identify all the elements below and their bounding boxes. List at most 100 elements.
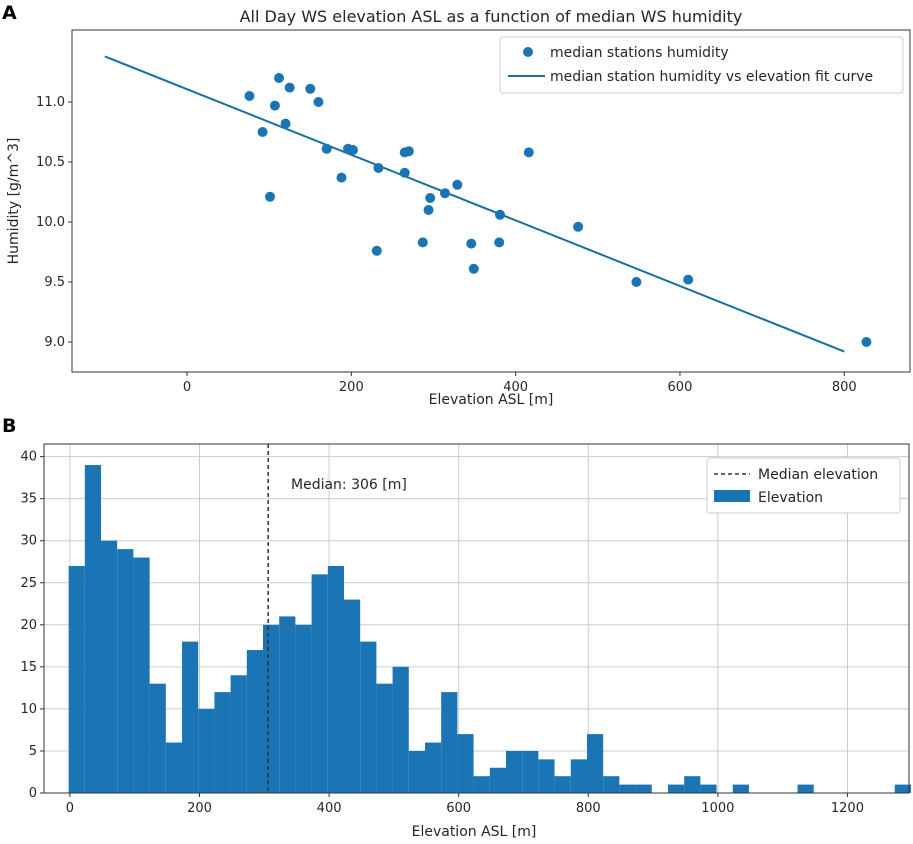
legend-box	[499, 36, 904, 94]
x-tick-label: 200	[339, 380, 364, 395]
histogram-bar	[586, 734, 604, 793]
fit-line	[104, 55, 845, 353]
scatter-point	[403, 146, 414, 157]
histogram-bar	[101, 540, 118, 793]
scatter-point	[439, 188, 450, 199]
histogram-bar	[489, 767, 506, 793]
histogram-bar	[327, 565, 344, 793]
scatter-point	[468, 263, 479, 274]
scatter-point	[284, 82, 295, 93]
scatter-point	[423, 205, 434, 215]
histogram-bar	[198, 708, 215, 793]
histogram-bars	[68, 465, 911, 793]
histogram-bar	[570, 759, 587, 793]
histogram-bar	[133, 557, 150, 793]
scatter-point	[274, 73, 285, 83]
x-tick-label: 0	[183, 380, 191, 395]
y-tick-label: 25	[20, 576, 37, 591]
median-annotation: Median: 306 [m]	[291, 477, 407, 493]
scatter-panel: A All Day WS elevation ASL as a function…	[2, 2, 911, 408]
y-tick-label: 20	[20, 618, 37, 633]
scatter-point	[425, 193, 436, 203]
y-tick-label: 30	[20, 534, 37, 549]
histogram-bar	[165, 742, 183, 793]
histogram-bar	[732, 784, 749, 793]
histogram-bar	[68, 565, 85, 793]
scatter-point	[495, 209, 506, 220]
histogram-bar	[295, 624, 312, 793]
y-tick-label: 10.0	[36, 215, 65, 230]
y-tick-label: 10	[20, 702, 37, 717]
histogram-bar	[343, 599, 361, 793]
scatter-point	[336, 172, 347, 183]
histogram-bar	[182, 641, 199, 793]
histogram-bar	[230, 675, 247, 793]
histogram-bar	[797, 784, 814, 793]
legend: Median elevation Elevation	[706, 457, 901, 514]
legend-box	[706, 457, 901, 514]
scatter-point	[264, 191, 275, 202]
histogram-bar	[603, 776, 620, 793]
scatter-point	[399, 167, 410, 178]
x-tick-label: 800	[832, 380, 857, 395]
scatter-point	[452, 179, 463, 190]
histogram-bar	[473, 776, 490, 793]
y-tick-label: 9.0	[44, 335, 65, 350]
legend: median stations humidity median station …	[499, 36, 904, 94]
scatter-point	[523, 147, 534, 158]
y-tick-label: 10.5	[36, 155, 65, 170]
x-axis-label: Elevation ASL [m]	[429, 392, 554, 408]
histogram-bar	[505, 750, 523, 793]
scatter-point	[861, 337, 872, 347]
scatter-point	[683, 274, 694, 285]
histogram-bar	[214, 692, 231, 793]
legend-marker-scatter	[523, 47, 533, 57]
plot-frame	[43, 443, 910, 794]
legend-marker-elevation	[714, 490, 750, 502]
histogram-bar	[538, 759, 555, 793]
x-tick-label: 1200	[831, 801, 864, 816]
axis-ticks: 0 200 400 600 800 1000 1200 0 5 10 15 20 25 30 35 40	[20, 450, 864, 816]
histogram-bar	[84, 465, 102, 793]
scatter-point	[371, 245, 382, 256]
scatter-point	[417, 237, 428, 248]
histogram-bar	[684, 776, 701, 793]
scatter-point	[631, 277, 642, 287]
scatter-point	[494, 237, 505, 248]
histogram-bar	[424, 742, 442, 793]
scatter-point	[321, 143, 332, 154]
data-marks	[104, 55, 872, 353]
y-tick-label: 9.5	[44, 275, 65, 290]
y-axis-label: Humidity [g/m^3]	[6, 138, 22, 265]
histogram-bar	[554, 776, 571, 793]
scatter-point	[466, 238, 477, 249]
x-tick-label: 200	[187, 801, 212, 816]
histogram-bar	[619, 784, 636, 793]
legend-label-scatter: median stations humidity	[550, 45, 729, 61]
x-tick-label: 600	[668, 380, 693, 395]
histogram-bar	[635, 784, 652, 793]
histogram-bar	[149, 683, 166, 793]
histogram-bar	[392, 666, 409, 793]
scatter-point	[573, 221, 584, 232]
axis-ticks: 0 200 400 600 800 9.0 9.5 10.0 10.5 11.0	[36, 95, 857, 395]
histogram-bar	[408, 750, 425, 793]
histogram-bar	[700, 784, 717, 793]
scatter-point	[269, 100, 280, 111]
scatter-point	[257, 127, 268, 137]
scatter-point	[280, 118, 291, 129]
histogram-bar	[457, 734, 474, 793]
x-tick-label: 400	[503, 380, 528, 395]
panel-label-b: B	[2, 415, 16, 437]
y-tick-label: 35	[20, 492, 37, 507]
legend-label-fit: median station humidity vs elevation fit…	[550, 69, 873, 85]
histogram-bar	[441, 692, 458, 793]
y-tick-label: 15	[20, 660, 37, 675]
histogram-bar	[522, 750, 539, 793]
histogram-bar	[360, 641, 377, 793]
histogram-bar	[667, 784, 685, 793]
x-tick-label: 400	[317, 801, 342, 816]
y-tick-label: 0	[29, 786, 37, 801]
histogram-bar	[376, 683, 393, 793]
y-tick-label: 5	[29, 744, 37, 759]
